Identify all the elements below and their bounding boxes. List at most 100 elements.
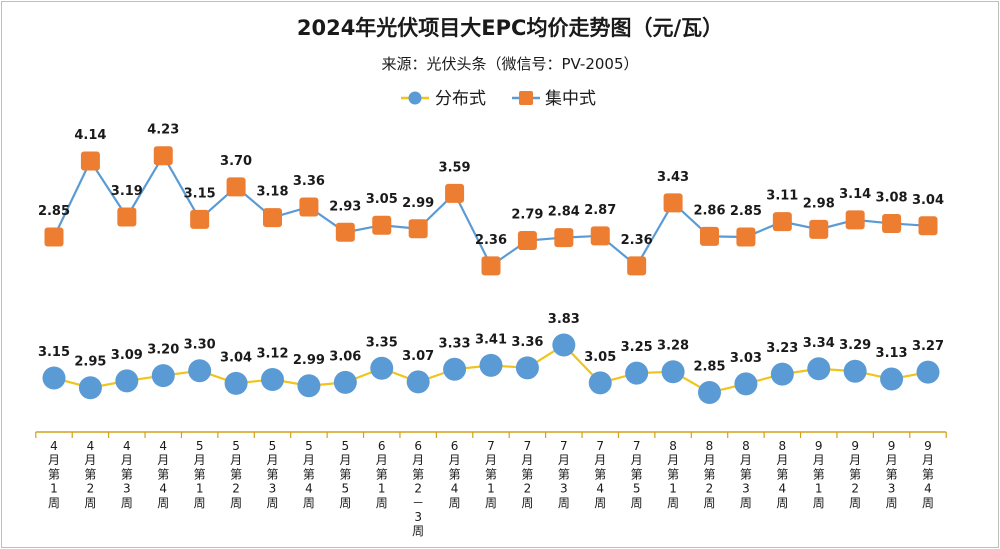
x-tick-label: 8 月第 4 周: [776, 439, 788, 510]
x-tick-label: 5 月第 1 周: [194, 439, 206, 510]
centralized-point: [481, 256, 501, 276]
x-tick-label: 6 月第 2 － 3 周: [412, 439, 424, 538]
distributed-point: [188, 359, 212, 383]
legend-label-centralized: 集中式: [545, 89, 596, 109]
distributed-data-label: 3.41: [475, 332, 507, 347]
centralized-data-label: 2.86: [693, 203, 725, 218]
distributed-point: [698, 381, 721, 405]
centralized-point: [882, 213, 902, 233]
centralized-data-label: 3.19: [111, 184, 143, 199]
distributed-data-label: 3.07: [402, 349, 434, 364]
distributed-data-label: 3.03: [730, 351, 762, 366]
distributed-point: [916, 360, 940, 384]
x-tick-label: 5 月第 3 周: [266, 439, 278, 510]
x-tick-label: 4 月第 4 周: [157, 439, 169, 510]
centralized-data-label: 3.18: [256, 185, 288, 200]
distributed-data-label: 3.13: [876, 346, 908, 361]
distributed-data-label: 3.06: [329, 349, 361, 364]
x-tick-label: 6 月第 4 周: [449, 439, 461, 510]
distributed-data-label: 3.27: [912, 339, 944, 354]
distributed-data-label: 3.12: [256, 346, 288, 361]
centralized-point: [663, 193, 683, 213]
distributed-point: [261, 367, 284, 391]
distributed-data-label: 3.30: [184, 338, 216, 353]
distributed-point: [770, 362, 794, 386]
distributed-data-label: 3.15: [38, 345, 70, 360]
centralized-point: [809, 219, 829, 239]
x-tick-label: 9 月第 2 周: [849, 439, 861, 510]
x-tick-label: 9 月第 3 周: [886, 439, 898, 510]
distributed-point: [406, 370, 430, 394]
distributed-data-label: 2.99: [293, 353, 325, 368]
centralized-point: [117, 207, 137, 227]
chart-title: 2024年光伏项目大EPC均价走势图（元/瓦）: [297, 16, 723, 40]
series-centralized: 2.85 4.14 3.19 4.23 3.15 3.70 3.18 3.36 2.93 3.05…: [38, 123, 944, 276]
x-tick-label: 7 月第 5 周: [631, 439, 643, 510]
centralized-point: [408, 219, 428, 239]
centralized-data-label: 2.87: [584, 203, 616, 218]
distributed-data-label: 3.29: [839, 338, 871, 353]
centralized-data-label: 2.98: [803, 196, 835, 211]
x-tick-label: 8 月第 3 周: [740, 439, 752, 510]
distributed-point: [807, 357, 831, 381]
x-tick-label: 5 月第 4 周: [303, 439, 315, 510]
distributed-data-label: 3.34: [803, 336, 835, 351]
centralized-point: [445, 183, 465, 203]
centralized-point: [226, 177, 246, 197]
centralized-point: [80, 151, 100, 171]
distributed-data-label: 3.33: [439, 336, 471, 351]
distributed-point: [115, 369, 139, 393]
centralized-point: [627, 256, 647, 276]
centralized-point: [918, 216, 938, 236]
distributed-point: [333, 370, 357, 394]
centralized-data-label: 3.08: [876, 190, 908, 205]
distributed-data-label: 3.09: [111, 348, 143, 363]
centralized-point: [700, 226, 719, 246]
legend-label-distributed: 分布式: [435, 89, 486, 109]
centralized-point: [517, 231, 537, 251]
centralized-data-label: 3.05: [366, 192, 398, 207]
legend-item-centralized: 集中式: [512, 89, 596, 109]
centralized-point: [554, 228, 574, 248]
x-tick-label: 4 月第 3 周: [121, 439, 133, 510]
centralized-point: [299, 197, 319, 217]
legend-marker-distributed: [408, 91, 422, 105]
distributed-point: [297, 374, 321, 398]
distributed-point: [42, 366, 66, 390]
centralized-data-label: 3.70: [220, 154, 252, 169]
centralized-data-label: 2.36: [621, 233, 653, 248]
x-tick-label: 5 月第 5 周: [339, 439, 351, 510]
distributed-point: [515, 356, 539, 380]
x-axis: 4 月第 1 周 4 月第 2 周 4 月第 3 周 4 月第 4 周 5 月第 1 周 5 月第 2 周 5 月第 3 周 5 月第 4 周…: [35, 431, 947, 538]
distributed-point: [661, 360, 685, 384]
centralized-data-label: 3.04: [912, 193, 944, 208]
centralized-data-label: 2.36: [475, 233, 507, 248]
centralized-point: [590, 226, 610, 246]
x-tick-label: 8 月第 2 周: [703, 439, 715, 510]
x-tick-label: 4 月第 2 周: [84, 439, 96, 510]
x-tick-label: 4 月第 1 周: [48, 439, 60, 510]
centralized-data-label: 3.36: [293, 174, 325, 189]
x-tick-label: 7 月第 2 周: [521, 439, 533, 510]
centralized-data-label: 2.79: [511, 208, 543, 223]
chart-subtitle: 来源：光伏头条（微信号：PV-2005）: [381, 55, 638, 73]
x-tick-label: 8 月第 1 周: [667, 439, 679, 510]
series-distributed: 3.15 2.95 3.09 3.20 3.30 3.04 3.12 2.99 3.06 3.35…: [38, 312, 944, 405]
x-tick-label: 7 月第 1 周: [485, 439, 497, 510]
distributed-point: [880, 367, 904, 391]
distributed-point: [588, 371, 612, 395]
distributed-data-label: 3.05: [584, 350, 616, 365]
centralized-data-label: 3.14: [839, 187, 871, 202]
distributed-point: [843, 359, 867, 383]
x-tick-label: 7 月第 4 周: [594, 439, 606, 510]
centralized-data-label: 3.11: [766, 189, 798, 204]
centralized-data-label: 4.14: [74, 128, 106, 143]
distributed-point: [625, 361, 649, 385]
distributed-point: [734, 372, 758, 396]
distributed-point: [370, 356, 394, 380]
centralized-data-label: 3.15: [184, 186, 216, 201]
centralized-point: [263, 208, 282, 228]
centralized-data-label: 2.85: [730, 204, 762, 219]
centralized-data-label: 2.84: [548, 205, 580, 220]
